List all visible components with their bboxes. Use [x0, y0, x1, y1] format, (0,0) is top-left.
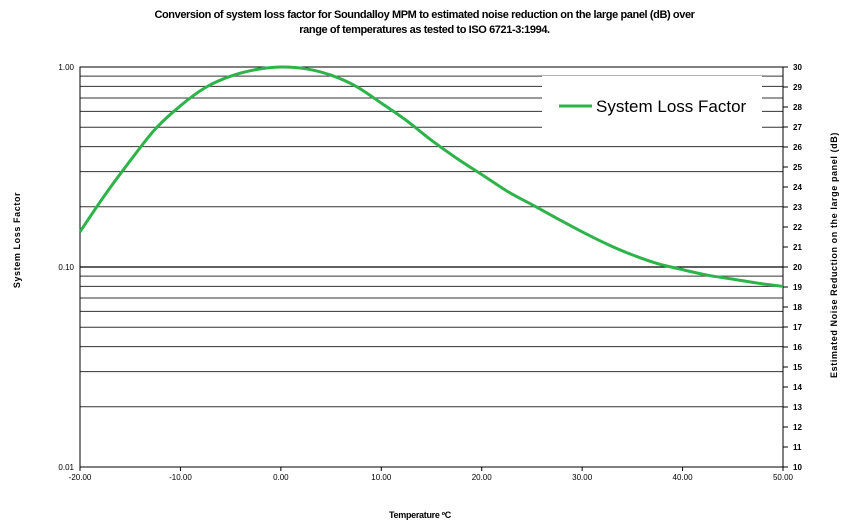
- y2-tick-label: 13: [793, 403, 802, 412]
- y2-tick-label: 27: [793, 123, 802, 132]
- y2-tick-label: 19: [793, 283, 802, 292]
- y2-tick-label: 28: [793, 103, 802, 112]
- y2-tick-label: 11: [793, 443, 802, 452]
- y2-tick-label: 30: [793, 63, 802, 72]
- y2-tick-label: 24: [793, 183, 802, 192]
- y-tick-label: 0.01: [58, 463, 74, 472]
- series-lines: [78, 65, 784, 288]
- y2-tick-label: 29: [793, 83, 802, 92]
- x-tick-label: 10.00: [371, 473, 392, 482]
- y-axis-label: System Loss Factor: [12, 191, 22, 289]
- x-tick-label: 50.00: [773, 473, 794, 482]
- y2-tick-label: 15: [793, 363, 802, 372]
- y2-tick-label: 21: [793, 243, 802, 252]
- y2-tick-label: 16: [793, 343, 802, 352]
- y2-axis-label: Estimated Noise Reduction on the large p…: [829, 132, 839, 378]
- y2-tick-label: 20: [793, 263, 802, 272]
- y-tick-label: 0.10: [58, 263, 74, 272]
- y-tick-label: 1.00: [58, 63, 74, 72]
- legend-label: System Loss Factor: [596, 97, 747, 116]
- x-tick-label: -20.00: [69, 473, 92, 482]
- x-tick-label: 40.00: [673, 473, 694, 482]
- chart-subtitle: range of temperatures as tested to ISO 6…: [299, 24, 550, 36]
- x-tick-label: -10.00: [169, 473, 192, 482]
- y2-tick-label: 12: [793, 423, 802, 432]
- x-tick-label: 0.00: [273, 473, 289, 482]
- y2-tick-label: 18: [793, 303, 802, 312]
- legend: System Loss Factor: [542, 76, 762, 138]
- axes: [79, 66, 788, 471]
- chart-title: Conversion of system loss factor for Sou…: [154, 9, 695, 21]
- y2-tick-label: 26: [793, 143, 802, 152]
- x-axis-label: Temperature ºC: [389, 510, 451, 520]
- y2-tick-label: 25: [793, 163, 802, 172]
- x-tick-label: 20.00: [472, 473, 493, 482]
- y2-tick-label: 22: [793, 223, 802, 232]
- y2-tick-label: 23: [793, 203, 802, 212]
- series-line: [78, 65, 784, 288]
- y2-tick-label: 10: [793, 463, 802, 472]
- y2-tick-label: 14: [793, 383, 802, 392]
- y2-tick-label: 17: [793, 323, 802, 332]
- x-tick-label: 30.00: [572, 473, 593, 482]
- tick-labels: 1.00 0.10 0.01-20.00 -10.00 0.00 10.00 20.00 30…: [58, 63, 802, 482]
